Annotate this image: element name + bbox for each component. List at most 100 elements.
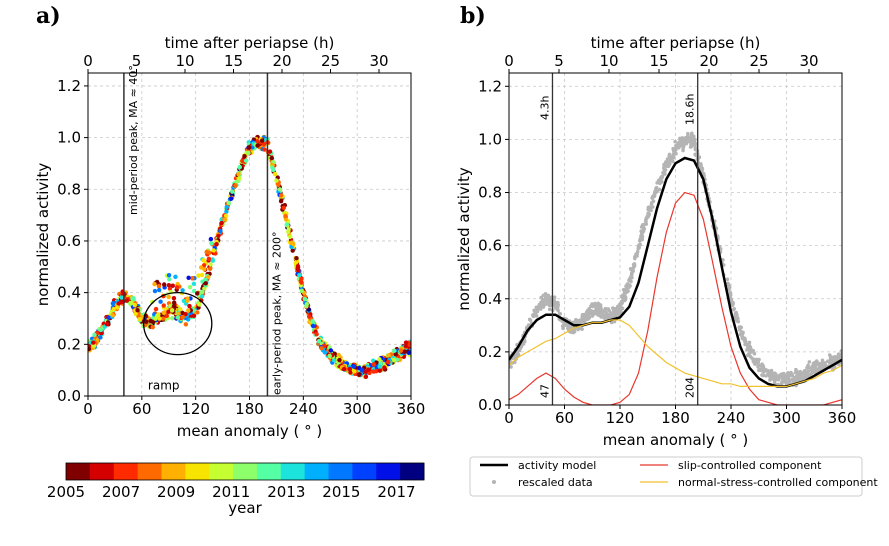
xtick-label-b-1: 60 (555, 409, 574, 427)
data-point-b (839, 353, 842, 357)
data-point-a (377, 368, 382, 373)
data-point-b (693, 141, 698, 146)
data-point-a (191, 288, 197, 294)
series-line-b-2 (509, 319, 842, 387)
data-point-b (830, 357, 835, 362)
data-point-a (291, 241, 296, 247)
data-point-b (538, 307, 543, 311)
data-point-b (792, 379, 796, 383)
data-point-a (116, 301, 121, 306)
vline-label-a-0: mid-period peak, MA ≈ 40° (127, 65, 140, 215)
data-point-a (180, 314, 186, 320)
axes-frame-a (87, 72, 412, 397)
ytick-label-a-0: 0.0 (57, 387, 81, 405)
data-point-b (590, 309, 594, 314)
data-point-a (259, 138, 265, 143)
data-point-a (150, 299, 155, 305)
data-point-a (207, 266, 213, 272)
data-point-b (578, 326, 583, 330)
data-point-b (809, 371, 814, 376)
data-point-b (615, 308, 619, 313)
data-point-a (166, 294, 171, 300)
data-point-b (752, 351, 757, 356)
data-point-a (237, 176, 242, 181)
data-point-a (135, 308, 140, 313)
data-point-a (166, 309, 171, 314)
data-point-b (686, 137, 691, 141)
data-point-b (757, 367, 762, 372)
data-point-a (393, 352, 398, 357)
data-point-b (794, 367, 798, 372)
toptick-label-a-3: 15 (224, 52, 243, 70)
data-point-a (348, 370, 353, 375)
toptick-label-a-1: 5 (132, 52, 142, 70)
colorbar-swatch-8 (256, 463, 282, 480)
data-point-a (283, 213, 288, 219)
data-point-b (624, 284, 628, 289)
data-point-a (171, 304, 177, 309)
data-point-a (233, 183, 238, 188)
data-point-a (230, 189, 235, 194)
data-point-a (181, 298, 187, 304)
data-point-a (133, 311, 139, 317)
data-point-a (224, 209, 229, 214)
legend-label-0: activity model (518, 459, 596, 472)
colorbar-label: year (228, 499, 262, 517)
ytick-label-a-6: 1.2 (57, 77, 81, 95)
data-point-b (587, 315, 592, 320)
data-point-a (278, 199, 284, 204)
data-point-a (267, 149, 273, 154)
data-point-a (327, 353, 332, 359)
data-point-a (371, 362, 377, 367)
data-point-b (585, 317, 589, 322)
data-point-b (620, 299, 625, 304)
data-point-b (835, 355, 839, 359)
data-point-a (111, 306, 116, 312)
data-point-a (250, 145, 255, 150)
plot-area-a (88, 134, 411, 379)
data-point-a (95, 337, 100, 343)
data-point-b (807, 360, 812, 364)
data-point-a (160, 316, 166, 321)
colorbar-swatch-2 (113, 463, 139, 480)
data-point-b (655, 181, 659, 185)
ytick-label-b-0: 0.0 (478, 396, 502, 414)
data-point-a (319, 346, 324, 351)
data-point-a (98, 335, 103, 340)
data-point-a (246, 150, 251, 156)
data-point-a (271, 167, 276, 173)
data-point-a (104, 322, 110, 327)
data-point-a (191, 313, 197, 318)
ytick-label-b-1: 0.2 (478, 343, 502, 361)
xtick-label-b-0: 0 (504, 409, 514, 427)
ramp-label: ramp (148, 379, 180, 393)
data-point-a (331, 358, 337, 363)
data-point-b (771, 377, 775, 381)
data-point-a (228, 196, 234, 201)
panel-b-letter: b) (460, 3, 486, 29)
ytick-label-a-4: 0.8 (57, 180, 81, 198)
data-point-b (528, 318, 533, 322)
xtick-label-a-1: 60 (132, 400, 151, 418)
data-point-b (673, 151, 678, 155)
data-point-b (811, 368, 816, 372)
data-point-b (620, 295, 624, 300)
data-point-b (649, 202, 654, 206)
ytick-label-b-2: 0.4 (478, 290, 502, 308)
data-point-b (754, 357, 759, 362)
data-point-b (674, 143, 678, 148)
data-point-b (770, 374, 775, 379)
data-point-a (347, 366, 352, 372)
data-point-a (216, 233, 221, 239)
data-point-b (690, 131, 694, 136)
data-point-a (310, 318, 315, 324)
data-point-b (532, 308, 536, 313)
data-point-a (195, 291, 200, 296)
data-point-b (684, 141, 689, 145)
data-point-b (557, 311, 562, 316)
data-point-b (552, 295, 557, 300)
vline-label-a-1: early-period peak, MA ≈ 200° (270, 232, 283, 396)
data-point-a (246, 145, 252, 150)
data-point-b (690, 141, 695, 146)
data-point-b (535, 306, 540, 311)
